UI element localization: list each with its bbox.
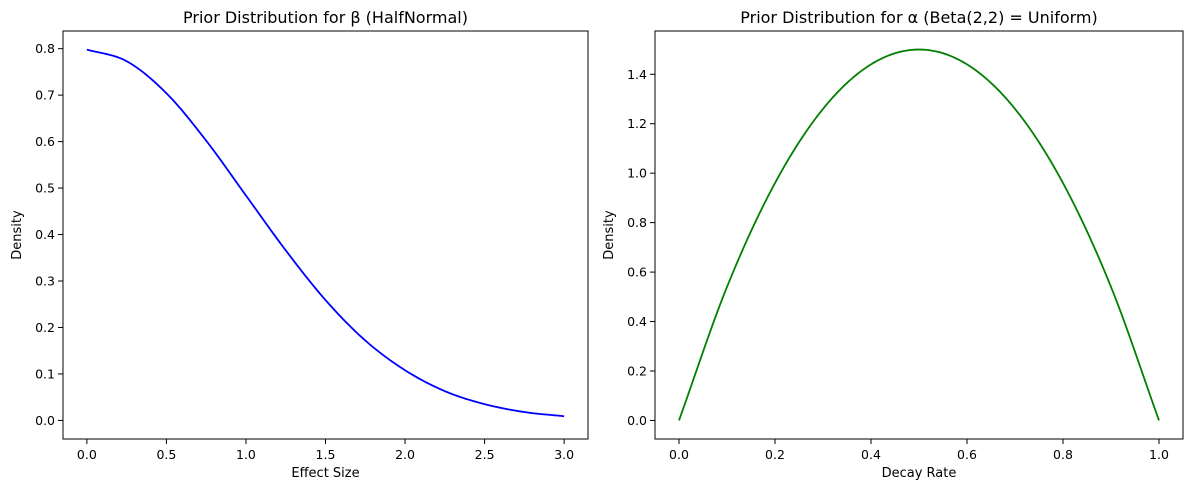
y-tick-label: 0.8 <box>627 215 647 230</box>
x-tick-label: 0.6 <box>957 447 977 462</box>
y-tick-label: 0.4 <box>35 227 55 242</box>
x-tick-label: 0.8 <box>1053 447 1073 462</box>
x-tick-label: 0.0 <box>77 447 97 462</box>
y-tick-label: 0.7 <box>35 88 55 103</box>
x-tick-label: 2.5 <box>475 447 495 462</box>
chart-2: 0.0 0.2 0.4 0.6 0.8 1.0 0.0 0.2 0.4 0.6 0.8 1.0 1.2 1… <box>602 8 1184 481</box>
y-tick-label: 1.4 <box>627 67 647 82</box>
y-tick-label: 0.5 <box>35 181 55 196</box>
x-axis-label: Effect Size <box>291 466 359 481</box>
y-tick-label: 0.2 <box>35 320 55 335</box>
chart-1: 0.0 0.5 1.0 1.5 2.0 2.5 3.0 0.0 0.1 0.2 0.3 0.4 0.5 0… <box>10 8 589 481</box>
y-tick-label: 1.2 <box>627 116 647 131</box>
y-tick-label: 0.6 <box>35 134 55 149</box>
y-tick-label: 0.0 <box>35 413 55 428</box>
chart-title: Prior Distribution for β (HalfNormal) <box>183 8 468 27</box>
x-tick-label: 2.0 <box>395 447 415 462</box>
y-tick-label: 0.0 <box>627 413 647 428</box>
chart-title: Prior Distribution for α (Beta(2,2) = Un… <box>740 8 1097 27</box>
x-tick-label: 3.0 <box>554 447 574 462</box>
plot-frame <box>654 30 1184 440</box>
y-tick-label: 1.0 <box>627 166 647 181</box>
y-tick-label: 0.1 <box>35 366 55 381</box>
x-tick-label: 1.0 <box>236 447 256 462</box>
series-line <box>678 48 1160 421</box>
y-tick-label: 0.3 <box>35 274 55 289</box>
y-tick-label: 0.2 <box>627 364 647 379</box>
series-line <box>86 48 565 418</box>
y-tick-label: 0.8 <box>35 41 55 56</box>
x-tick-label: 1.5 <box>316 447 336 462</box>
y-axis-label: Density <box>10 210 25 260</box>
y-tick-label: 0.6 <box>627 265 647 280</box>
x-tick-label: 0.0 <box>669 447 689 462</box>
y-axis-label: Density <box>602 210 617 260</box>
x-tick-label: 0.4 <box>861 447 881 462</box>
plot-frame <box>62 30 589 440</box>
y-tick-label: 0.4 <box>627 314 647 329</box>
x-tick-label: 1.0 <box>1149 447 1169 462</box>
x-axis-label: Decay Rate <box>882 466 957 481</box>
x-tick-label: 0.2 <box>765 447 785 462</box>
x-tick-label: 0.5 <box>156 447 176 462</box>
